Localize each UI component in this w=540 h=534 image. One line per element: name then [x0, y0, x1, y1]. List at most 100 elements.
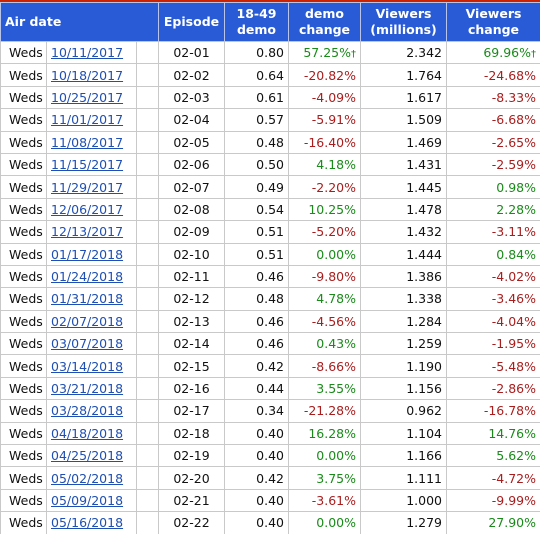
episode-cell: 02-13: [158, 309, 226, 334]
episode-cell: 02-02: [158, 63, 226, 87]
air-date-link[interactable]: 01/17/2018: [51, 246, 124, 262]
air-date-link[interactable]: 01/31/2018: [51, 291, 124, 307]
air-date-cell: 04/18/2018: [46, 421, 137, 446]
air-date-link[interactable]: 02/07/2018: [51, 313, 124, 329]
demo-change-cell: -8.66%: [288, 354, 362, 378]
demo-change-value: -9.80%: [311, 269, 357, 285]
air-date-link[interactable]: 03/07/2018: [51, 336, 124, 352]
air-day-cell: Weds: [0, 85, 47, 110]
episode-cell: 02-14: [158, 332, 226, 356]
demo-change-value: -5.91%: [311, 112, 357, 128]
viewers-change-cell: -2.65%: [446, 130, 540, 154]
viewers-change-cell: 27.90%: [446, 511, 540, 534]
demo-change-value: 57.25%: [303, 45, 352, 61]
episode-cell: 02-05: [158, 130, 226, 154]
viewers-change-value: -16.78%: [483, 403, 537, 419]
air-date-link[interactable]: 11/15/2017: [51, 157, 124, 173]
air-date-cell: 10/11/2017: [46, 40, 137, 65]
viewers-cell: 1.000: [360, 488, 448, 513]
viewers-change-value: -4.02%: [491, 269, 537, 285]
spacer-cell: [135, 309, 160, 334]
viewers-cell: 2.342: [360, 40, 448, 65]
air-date-link[interactable]: 04/25/2018: [51, 448, 124, 464]
spacer-cell: [135, 63, 160, 87]
air-date-cell: 11/08/2017: [46, 130, 137, 154]
col-header-demo-change[interactable]: demo change: [288, 2, 362, 42]
air-date-link[interactable]: 10/18/2017: [51, 67, 124, 83]
air-date-link[interactable]: 11/08/2017: [51, 134, 124, 150]
spacer-cell: [135, 197, 160, 222]
air-date-cell: 03/14/2018: [46, 354, 137, 378]
table-row: Weds 01/24/2018 02-11 0.46 -9.80% 1.386 …: [0, 264, 540, 289]
air-date-link[interactable]: 12/13/2017: [51, 224, 124, 240]
demo-cell: 0.42: [224, 354, 290, 378]
table-row: Weds 12/13/2017 02-09 0.51 -5.20% 1.432 …: [0, 220, 540, 244]
col-header-air-date[interactable]: Air date: [0, 2, 160, 42]
viewers-cell: 1.338: [360, 287, 448, 311]
air-date-link[interactable]: 11/29/2017: [51, 179, 124, 195]
viewers-change-value: 5.62%: [496, 448, 537, 464]
demo-cell: 0.49: [224, 175, 290, 199]
air-date-cell: 11/29/2017: [46, 175, 137, 199]
air-day-cell: Weds: [0, 175, 47, 199]
demo-change-value: -4.09%: [311, 89, 357, 105]
air-date-link[interactable]: 04/18/2018: [51, 425, 124, 441]
spacer-cell: [135, 130, 160, 154]
viewers-cell: 1.111: [360, 466, 448, 490]
episode-cell: 02-17: [158, 399, 226, 423]
viewers-change-cell: 2.28%: [446, 197, 540, 222]
demo-cell: 0.51: [224, 220, 290, 244]
viewers-change-value: 2.28%: [496, 201, 537, 217]
air-date-link[interactable]: 12/06/2017: [51, 201, 124, 217]
air-date-cell: 12/06/2017: [46, 197, 137, 222]
table-row: Weds 11/29/2017 02-07 0.49 -2.20% 1.445 …: [0, 175, 540, 199]
demo-cell: 0.46: [224, 332, 290, 356]
viewers-change-value: -24.68%: [483, 67, 537, 83]
col-header-viewers-line2: (millions): [370, 22, 437, 37]
air-date-link[interactable]: 05/16/2018: [51, 515, 124, 531]
viewers-change-value: -9.99%: [491, 493, 537, 508]
air-date-link[interactable]: 10/25/2017: [51, 89, 124, 105]
spacer-cell: [135, 40, 160, 65]
air-date-cell: 01/24/2018: [46, 264, 137, 289]
col-header-viewers-change[interactable]: Viewers change: [446, 2, 540, 42]
air-date-cell: 10/18/2017: [46, 63, 137, 87]
demo-change-value: 10.25%: [308, 201, 357, 217]
viewers-cell: 1.509: [360, 108, 448, 132]
demo-cell: 0.40: [224, 444, 290, 468]
air-day-cell: Weds: [0, 130, 47, 154]
air-date-cell: 05/02/2018: [46, 466, 137, 490]
table-row: Weds 11/08/2017 02-05 0.48 -16.40% 1.469…: [0, 130, 540, 154]
air-date-link[interactable]: 03/28/2018: [51, 403, 124, 419]
viewers-change-cell: -4.02%: [446, 264, 540, 289]
demo-change-value: 0.43%: [316, 336, 357, 352]
spacer-cell: [135, 399, 160, 423]
viewers-cell: 1.166: [360, 444, 448, 468]
col-header-demo[interactable]: 18-49 demo: [224, 2, 290, 42]
air-date-link[interactable]: 01/24/2018: [51, 269, 124, 285]
table-row: Weds 10/11/2017 02-01 0.80 57.25%† 2.342…: [0, 40, 540, 65]
col-header-episode[interactable]: Episode: [158, 2, 226, 42]
viewers-cell: 1.445: [360, 175, 448, 199]
episode-cell: 02-18: [158, 421, 226, 446]
viewers-cell: 1.386: [360, 264, 448, 289]
col-header-demo-line2: demo: [236, 22, 277, 37]
air-date-link[interactable]: 11/01/2017: [51, 112, 124, 128]
header-row: Air date Episode 18-49 demo demo change Vi…: [0, 2, 540, 42]
demo-change-cell: 3.55%: [288, 376, 362, 401]
table-row: Weds 01/31/2018 02-12 0.48 4.78% 1.338 -…: [0, 287, 540, 311]
air-day-cell: Weds: [0, 40, 47, 65]
spacer-cell: [135, 421, 160, 446]
demo-change-cell: -4.56%: [288, 309, 362, 334]
col-header-viewers[interactable]: Viewers (millions): [360, 2, 448, 42]
air-date-link[interactable]: 03/21/2018: [51, 381, 124, 397]
table-row: Weds 03/21/2018 02-16 0.44 3.55% 1.156 -…: [0, 376, 540, 401]
viewers-cell: 1.284: [360, 309, 448, 334]
air-date-link[interactable]: 05/09/2018: [51, 493, 124, 508]
air-date-link[interactable]: 05/02/2018: [51, 470, 124, 486]
viewers-cell: 1.259: [360, 332, 448, 356]
air-date-link[interactable]: 03/14/2018: [51, 358, 124, 374]
episode-cell: 02-09: [158, 220, 226, 244]
air-date-link[interactable]: 10/11/2017: [51, 45, 124, 61]
col-header-demo-change-line1: demo: [304, 6, 345, 21]
